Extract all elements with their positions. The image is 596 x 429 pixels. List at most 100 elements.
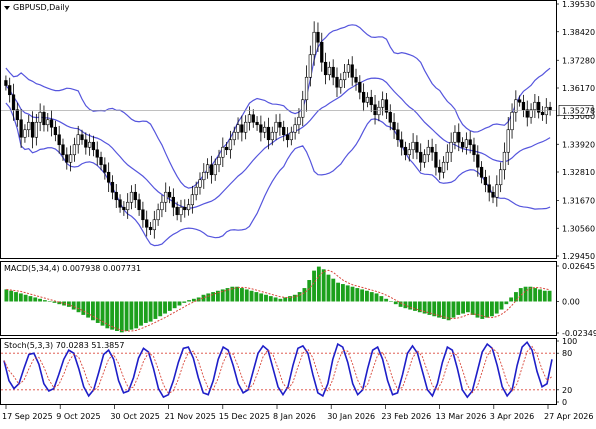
- macd-bar: [206, 293, 211, 302]
- candle: [8, 77, 12, 103]
- candle-body: [141, 209, 145, 221]
- macd-signal-line: [6, 269, 550, 332]
- candle: [476, 145, 480, 177]
- candle: [164, 182, 168, 212]
- macd-bar: [446, 301, 451, 321]
- macd-bar: [47, 301, 52, 302]
- candle: [339, 73, 343, 94]
- macd-bar: [240, 288, 244, 302]
- macd-bar: [143, 301, 148, 323]
- candle-body: [80, 134, 84, 141]
- candle: [255, 116, 259, 131]
- macd-bar: [220, 289, 225, 302]
- macd-bar: [100, 301, 105, 326]
- candle-body: [259, 124, 263, 133]
- macd-bar: [81, 301, 86, 315]
- candle-body: [221, 146, 225, 158]
- stoch-signal-line: [3, 345, 553, 395]
- candle-body: [335, 76, 339, 88]
- candle-body: [407, 149, 411, 156]
- macd-bar: [398, 301, 403, 307]
- macd-bar: [331, 278, 336, 302]
- macd-bar: [547, 290, 552, 302]
- candle: [103, 157, 107, 180]
- candle-body: [57, 134, 61, 146]
- macd-bar: [148, 301, 153, 322]
- candle: [259, 115, 263, 142]
- x-tick-label: 27 Apr 2026: [544, 412, 593, 421]
- candle-body: [365, 96, 370, 103]
- candle: [244, 115, 248, 140]
- candle: [107, 162, 111, 192]
- candle-body: [110, 181, 115, 193]
- candle: [114, 184, 118, 208]
- price-tick-label: 1.33920: [562, 140, 595, 149]
- candle: [53, 120, 58, 142]
- candle: [377, 100, 381, 122]
- candle: [422, 149, 427, 168]
- candle-body: [240, 124, 244, 133]
- macd-bar: [28, 296, 33, 302]
- candle: [438, 159, 442, 180]
- candle-body: [495, 184, 499, 198]
- candle: [4, 75, 8, 91]
- macd-bar: [485, 301, 490, 318]
- candle: [491, 186, 495, 204]
- x-tick-label: 15 Dec 2025: [219, 412, 270, 421]
- candle-body: [419, 151, 423, 163]
- price-tick-label: 1.29450: [562, 252, 595, 261]
- candle: [129, 185, 134, 210]
- macd-bar: [369, 292, 374, 302]
- stoch-panel: [0, 338, 557, 405]
- candle-body: [133, 191, 137, 201]
- candle-body: [27, 121, 31, 131]
- candle-body: [224, 146, 229, 151]
- candle: [502, 142, 507, 180]
- candle-body: [392, 121, 396, 131]
- stoch-tick-label: 20: [562, 386, 572, 395]
- candle-body: [190, 194, 195, 206]
- candle: [27, 114, 31, 138]
- candle: [213, 158, 217, 181]
- macd-bar: [538, 289, 542, 302]
- candle-body: [274, 121, 278, 133]
- candle: [327, 61, 332, 81]
- macd-title: MACD(5,34,4) 0.007938 0.007731: [4, 264, 141, 273]
- candle-body: [19, 119, 23, 138]
- candle-body: [548, 106, 552, 111]
- macd-bar: [134, 301, 139, 329]
- candle: [202, 163, 206, 189]
- candle-body: [236, 124, 240, 133]
- candle: [323, 52, 328, 85]
- symbol-title: GBPUSD,Daily: [13, 3, 70, 12]
- candle: [445, 144, 449, 171]
- candle: [126, 193, 130, 219]
- candle: [342, 64, 347, 88]
- candle-body: [38, 111, 42, 123]
- candle: [411, 133, 415, 159]
- candle: [38, 103, 42, 132]
- candle: [240, 115, 244, 142]
- candle: [369, 89, 373, 113]
- macd-bar: [307, 280, 312, 302]
- candle: [293, 117, 297, 140]
- candle: [365, 92, 370, 108]
- candle: [205, 158, 210, 179]
- candle: [190, 185, 195, 214]
- macd-bar: [441, 301, 446, 319]
- candle-body: [171, 196, 175, 208]
- candle: [537, 96, 541, 119]
- candle-body: [156, 209, 160, 221]
- candle-body: [472, 144, 476, 156]
- price-tick-label: 1.39530: [562, 0, 595, 9]
- candle: [468, 131, 472, 154]
- candle-body: [247, 114, 252, 123]
- macd-bar: [514, 292, 518, 302]
- candle-body: [312, 31, 316, 56]
- candle: [110, 175, 115, 200]
- candle-body: [270, 131, 274, 141]
- candle-body: [175, 206, 179, 216]
- candle: [46, 113, 50, 132]
- macd-bar: [427, 301, 432, 315]
- macd-bar: [110, 301, 115, 330]
